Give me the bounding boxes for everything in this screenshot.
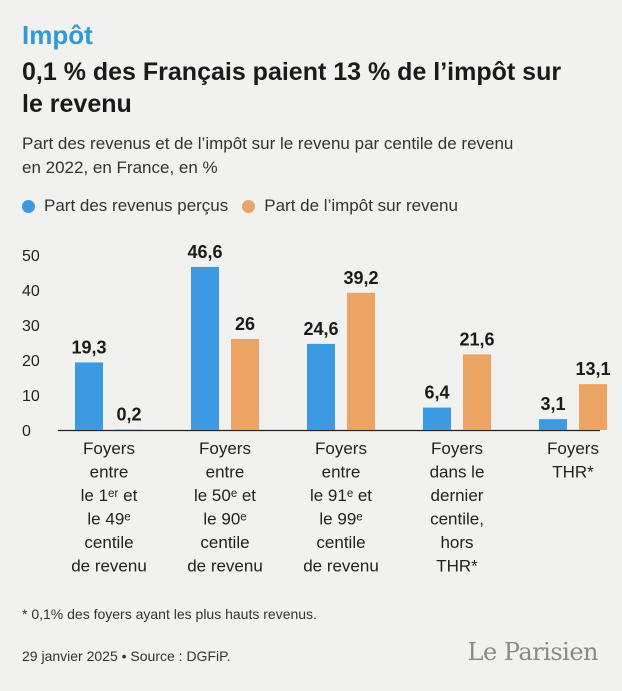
y-tick-label: 50 bbox=[22, 248, 40, 265]
bar-impot bbox=[115, 429, 143, 430]
category-label: dernier bbox=[431, 486, 484, 505]
category-label: le 99ᵉ bbox=[319, 510, 362, 529]
bar-revenus bbox=[307, 343, 335, 430]
subtitle: Part des revenus et de l’impôt sur le re… bbox=[22, 134, 514, 177]
category-label: centile bbox=[316, 533, 365, 552]
category-label: Foyers bbox=[547, 439, 599, 458]
data-label: 21,6 bbox=[459, 329, 494, 349]
legend-swatch-revenus bbox=[22, 199, 35, 213]
legend-swatch-impot bbox=[242, 199, 256, 213]
category-label: le 49ᵉ bbox=[87, 510, 130, 529]
legend-label-revenus: Part des revenus perçus bbox=[44, 196, 229, 215]
category-label: Foyers bbox=[315, 439, 367, 458]
bar-impot bbox=[579, 384, 607, 430]
data-label: 24,6 bbox=[303, 319, 338, 339]
data-label: 3,1 bbox=[540, 394, 565, 414]
category-label: Foyers bbox=[431, 439, 483, 458]
legend-label-impot: Part de l’impôt sur revenu bbox=[264, 196, 458, 215]
category-label: entre bbox=[206, 463, 245, 482]
bar-revenus bbox=[75, 362, 103, 430]
category-label: hors bbox=[440, 533, 473, 552]
headline: 0,1 % des Français paient 13 % de l’impô… bbox=[22, 58, 562, 118]
category-label: de revenu bbox=[303, 557, 379, 576]
category-label: THR* bbox=[436, 557, 478, 576]
data-label: 0,2 bbox=[116, 404, 141, 424]
y-tick-label: 0 bbox=[22, 423, 31, 440]
data-label: 13,1 bbox=[575, 359, 610, 379]
category-label: le 91ᵉ et bbox=[310, 486, 372, 505]
y-tick-label: 10 bbox=[22, 388, 40, 405]
category-label: de revenu bbox=[187, 557, 263, 576]
category-label: le 90ᵉ bbox=[203, 510, 246, 529]
legend: Part des revenus perçus Part de l’impôt … bbox=[22, 196, 472, 216]
bar-impot bbox=[463, 354, 491, 430]
category-label: le 50ᵉ et bbox=[194, 486, 256, 505]
data-label: 39,2 bbox=[343, 268, 378, 288]
bar-impot bbox=[231, 339, 259, 430]
legend-item-revenus: Part des revenus perçus bbox=[22, 196, 228, 216]
y-tick-label: 40 bbox=[22, 283, 40, 300]
le-parisien-logo: Le Parisien bbox=[467, 638, 599, 666]
category-label: centile bbox=[84, 533, 133, 552]
y-tick-label: 20 bbox=[22, 353, 40, 370]
data-label: 46,6 bbox=[187, 242, 222, 262]
category-label: Foyers bbox=[83, 439, 135, 458]
bar-revenus bbox=[191, 266, 219, 430]
kicker: Impôt bbox=[22, 20, 93, 50]
data-label: 19,3 bbox=[71, 337, 106, 357]
source-line: 29 janvier 2025 • Source : DGFiP. bbox=[22, 648, 231, 664]
category-label: centile bbox=[200, 533, 249, 552]
category-label: le 1ᵉʳ et bbox=[81, 486, 138, 505]
data-label: 6,4 bbox=[424, 383, 449, 403]
bar-chart: 0 10 20 30 40 50 19,3 0,2 Foyers entre le 1ᵉʳ et le… bbox=[22, 242, 611, 576]
category-label: Foyers bbox=[199, 439, 251, 458]
y-tick-label: 30 bbox=[22, 318, 40, 335]
bar-revenus bbox=[423, 407, 451, 430]
footnote: * 0,1% des foyers ayant les plus hauts r… bbox=[22, 606, 317, 622]
data-label: 26 bbox=[235, 314, 255, 334]
category-label: entre bbox=[322, 463, 361, 482]
category-label: centile, bbox=[430, 510, 484, 529]
category-label: de revenu bbox=[71, 557, 147, 576]
category-label: dans le bbox=[430, 463, 485, 482]
category-label: THR* bbox=[552, 463, 594, 482]
legend-item-impot: Part de l’impôt sur revenu bbox=[242, 196, 458, 216]
category-label: entre bbox=[90, 463, 129, 482]
bar-revenus bbox=[539, 419, 567, 430]
bar-impot bbox=[347, 292, 375, 430]
